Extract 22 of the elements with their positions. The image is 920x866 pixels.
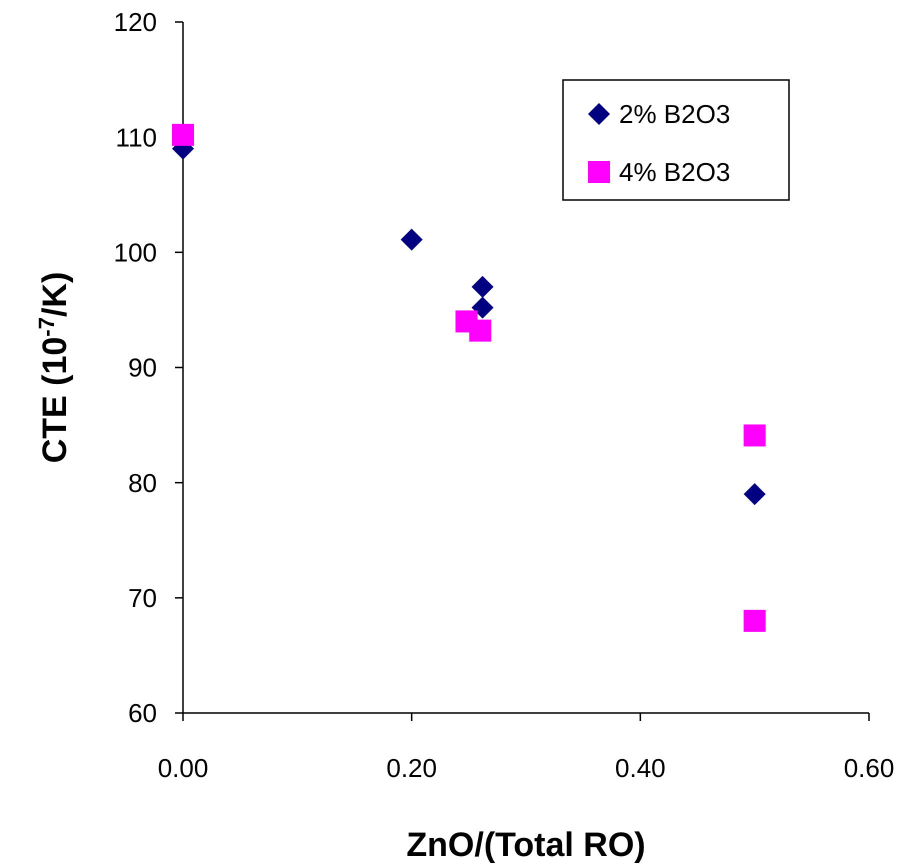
y-tick-label: 60 — [128, 698, 157, 728]
x-tick-label: 0.40 — [615, 753, 666, 783]
legend-label: 4% B2O3 — [619, 157, 730, 188]
x-axis-title: ZnO/(Total RO) — [406, 826, 646, 864]
point — [469, 320, 492, 342]
y-tick-label: 70 — [128, 582, 157, 613]
y-tick-label: 110 — [116, 122, 157, 152]
point — [744, 610, 766, 632]
y-tick-label: 80 — [128, 468, 157, 498]
y-tick-label: 120 — [114, 7, 157, 38]
point — [472, 296, 494, 319]
point — [400, 228, 423, 251]
y-tick-label: 100 — [114, 237, 157, 268]
x-tick-label: 0.00 — [158, 753, 208, 783]
x-tick-label: 0.20 — [386, 753, 437, 783]
point — [744, 483, 766, 506]
legend-label: 2% B2O3 — [619, 99, 730, 130]
point — [472, 276, 494, 298]
point — [744, 424, 766, 446]
point — [172, 124, 194, 146]
x-tick-label: 0.60 — [844, 753, 894, 783]
y-tick-label: 90 — [128, 352, 157, 383]
